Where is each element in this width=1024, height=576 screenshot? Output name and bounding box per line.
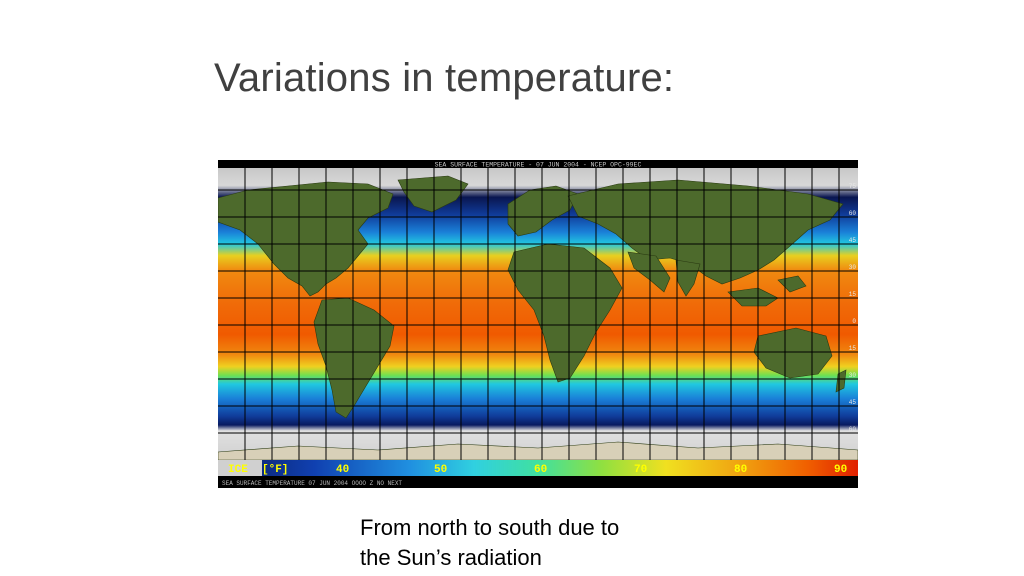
caption-line: the Sun’s radiation bbox=[360, 545, 542, 570]
slide-caption: From north to south due to the Sun’s rad… bbox=[360, 513, 619, 573]
sea-surface-temperature-map: SEA SURFACE TEMPERATURE - 07 JUN 2004 - … bbox=[218, 160, 858, 488]
lat-label: 15 bbox=[849, 345, 857, 352]
temperature-legend-bar bbox=[218, 460, 858, 476]
legend-label-80: 80 bbox=[734, 464, 747, 476]
lat-label: 0 bbox=[852, 318, 856, 325]
caption-line: From north to south due to bbox=[360, 515, 620, 540]
lat-label: 75 bbox=[849, 183, 857, 190]
lat-label: 45 bbox=[849, 399, 857, 406]
lat-label: 30 bbox=[849, 372, 857, 379]
lat-label: 15 bbox=[849, 291, 857, 298]
legend-label-40: 40 bbox=[336, 464, 349, 476]
legend-label-70: 70 bbox=[634, 464, 647, 476]
lat-label: 60 bbox=[849, 210, 857, 217]
legend-label-unit: [°F] bbox=[262, 464, 288, 476]
map-header-bar bbox=[218, 160, 858, 168]
slide-title: Variations in temperature: bbox=[214, 56, 675, 100]
legend-label-ice: ICE bbox=[228, 464, 248, 476]
map-header-text: SEA SURFACE TEMPERATURE - 07 JUN 2004 - … bbox=[435, 162, 642, 169]
legend-label-90: 90 bbox=[834, 464, 847, 476]
lat-label: 45 bbox=[849, 237, 857, 244]
legend-ice-swatch bbox=[218, 460, 262, 476]
map-footer-bar bbox=[218, 476, 858, 488]
lat-label: 30 bbox=[849, 264, 857, 271]
map-footer-text: SEA SURFACE TEMPERATURE 07 JUN 2004 OOOO… bbox=[222, 480, 402, 487]
lat-label: 60 bbox=[849, 426, 857, 433]
map-grid bbox=[218, 168, 858, 460]
legend-label-60: 60 bbox=[534, 464, 547, 476]
continents bbox=[218, 175, 858, 461]
legend-label-50: 50 bbox=[434, 464, 447, 476]
